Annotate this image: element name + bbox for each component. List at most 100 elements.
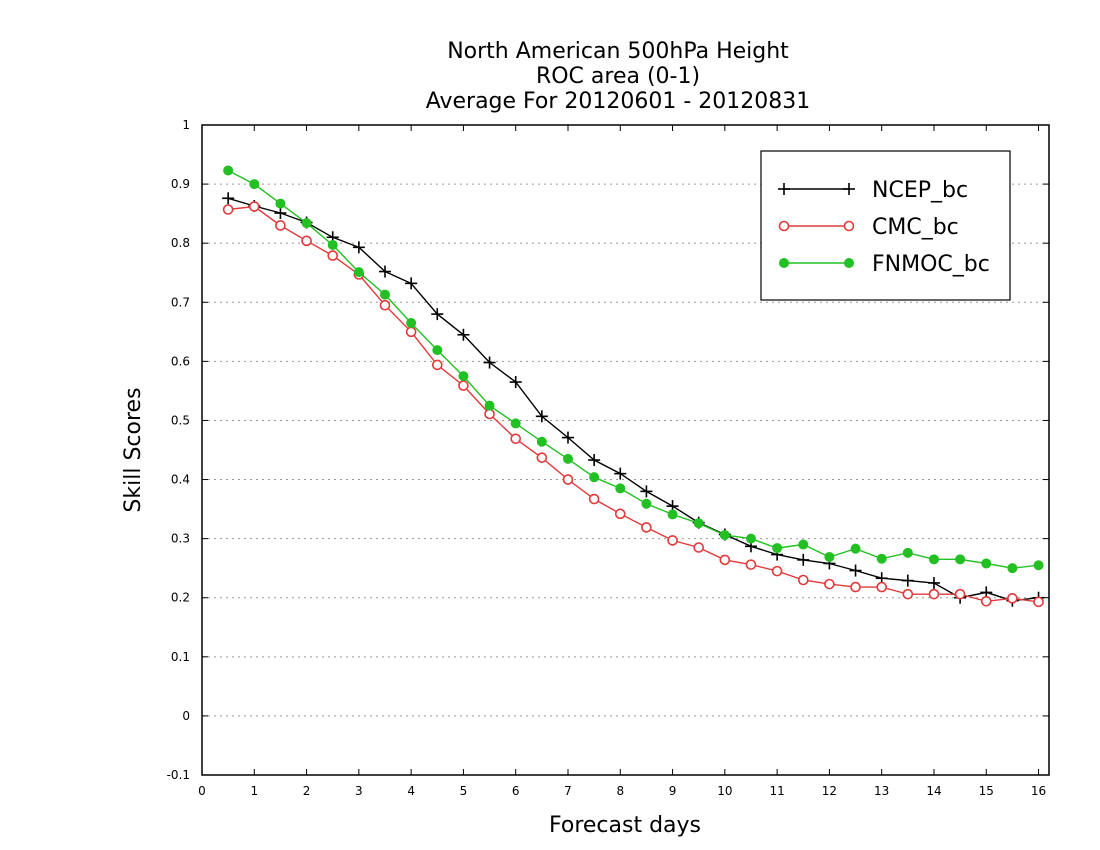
y-tick-label: 0.6 <box>171 354 190 368</box>
data-point <box>536 436 547 447</box>
data-point <box>928 588 940 600</box>
data-point <box>640 485 653 498</box>
data-point <box>483 356 496 369</box>
y-tick-label: 0.1 <box>171 650 190 664</box>
data-point <box>458 380 469 391</box>
legend-item: NCEP_bc <box>778 178 968 203</box>
data-point <box>771 565 783 577</box>
data-point <box>327 239 338 250</box>
data-point <box>955 554 966 565</box>
data-point <box>431 359 443 371</box>
y-tick-label: 0.4 <box>171 473 190 487</box>
data-point <box>719 530 730 541</box>
legend-item: FNMOC_bc <box>779 252 990 277</box>
data-point <box>1033 560 1044 571</box>
x-tick-label: 1 <box>250 784 258 798</box>
data-point <box>667 535 678 546</box>
data-point <box>378 265 391 278</box>
data-point <box>561 431 574 444</box>
legend-item: CMC_bc <box>778 215 959 240</box>
x-tick-label: 14 <box>926 784 941 798</box>
data-point <box>954 588 966 600</box>
data-point <box>379 299 391 311</box>
x-tick-label: 10 <box>717 784 732 798</box>
x-tick-label: 13 <box>874 784 889 798</box>
data-point <box>379 289 390 300</box>
data-point <box>824 551 835 562</box>
x-tick-label: 7 <box>564 784 572 798</box>
data-point <box>223 165 234 176</box>
data-point <box>797 574 809 586</box>
data-point <box>798 539 809 550</box>
legend-marker <box>843 220 855 232</box>
data-point <box>641 522 652 533</box>
legend-marker <box>778 220 790 232</box>
x-tick-label: 9 <box>669 784 677 798</box>
data-point <box>327 250 339 261</box>
data-point <box>824 578 835 590</box>
data-point <box>588 493 600 505</box>
y-tick-label: 0.3 <box>171 532 190 546</box>
data-point <box>274 207 287 220</box>
data-point <box>849 564 862 577</box>
data-point <box>222 204 234 215</box>
data-point <box>431 308 444 321</box>
data-point <box>352 241 365 254</box>
axis-ticks: -0.100.10.20.30.40.50.60.70.80.910 1 2 3 4 5 6… <box>167 118 1049 798</box>
y-axis-label: Skill Scores <box>121 387 146 512</box>
series-cmc-bc <box>222 201 1044 608</box>
chart-title-line-1: North American 500hPa Height <box>447 39 789 64</box>
x-tick-label: 4 <box>407 784 415 798</box>
x-axis-label: Forecast days <box>549 813 701 838</box>
data-point <box>588 454 601 467</box>
y-tick-label: 0.2 <box>171 591 190 605</box>
legend-marker <box>778 183 790 195</box>
data-point <box>1007 593 1018 604</box>
data-point <box>876 553 887 564</box>
data-point <box>797 553 810 566</box>
x-tick-label: 12 <box>822 784 837 798</box>
y-tick-label: 0.7 <box>171 295 190 309</box>
legend-label: FNMOC_bc <box>872 252 990 277</box>
x-tick-label: 2 <box>303 784 311 798</box>
x-tick-label: 15 <box>979 784 994 798</box>
data-point <box>614 467 627 480</box>
data-point <box>536 452 548 463</box>
data-point <box>615 483 626 494</box>
data-point <box>901 574 914 587</box>
data-point <box>222 192 235 205</box>
chart-title-line-2: ROC area (0-1) <box>536 64 700 89</box>
data-point <box>927 576 940 589</box>
y-tick-label: 0.5 <box>171 413 190 427</box>
data-point <box>406 317 417 328</box>
plot-frame <box>201 124 1050 776</box>
data-point <box>301 218 312 229</box>
data-point <box>693 518 704 529</box>
data-point <box>562 453 573 464</box>
legend-label: CMC_bc <box>872 215 959 240</box>
data-point <box>772 543 783 554</box>
x-tick-label: 3 <box>355 784 363 798</box>
data-point <box>510 418 521 429</box>
data-point <box>405 326 417 338</box>
data-point <box>405 277 418 290</box>
data-point <box>510 433 522 445</box>
data-point <box>928 554 939 565</box>
data-point <box>509 376 522 389</box>
data-point <box>850 581 861 593</box>
x-tick-label: 8 <box>616 784 624 798</box>
data-point <box>719 554 731 566</box>
data-point <box>667 509 678 520</box>
y-tick-label: 0.8 <box>171 236 190 250</box>
data-point <box>693 542 704 553</box>
legend-marker <box>843 183 855 195</box>
data-point <box>902 547 913 558</box>
data-point <box>353 267 364 278</box>
x-tick-label: 5 <box>460 784 468 798</box>
data-point <box>457 328 470 341</box>
chart-title-line-3: Average For 20120601 - 20120831 <box>426 89 811 114</box>
data-point <box>249 179 260 190</box>
data-point <box>1007 563 1018 574</box>
y-tick-label: 0 <box>182 709 190 723</box>
